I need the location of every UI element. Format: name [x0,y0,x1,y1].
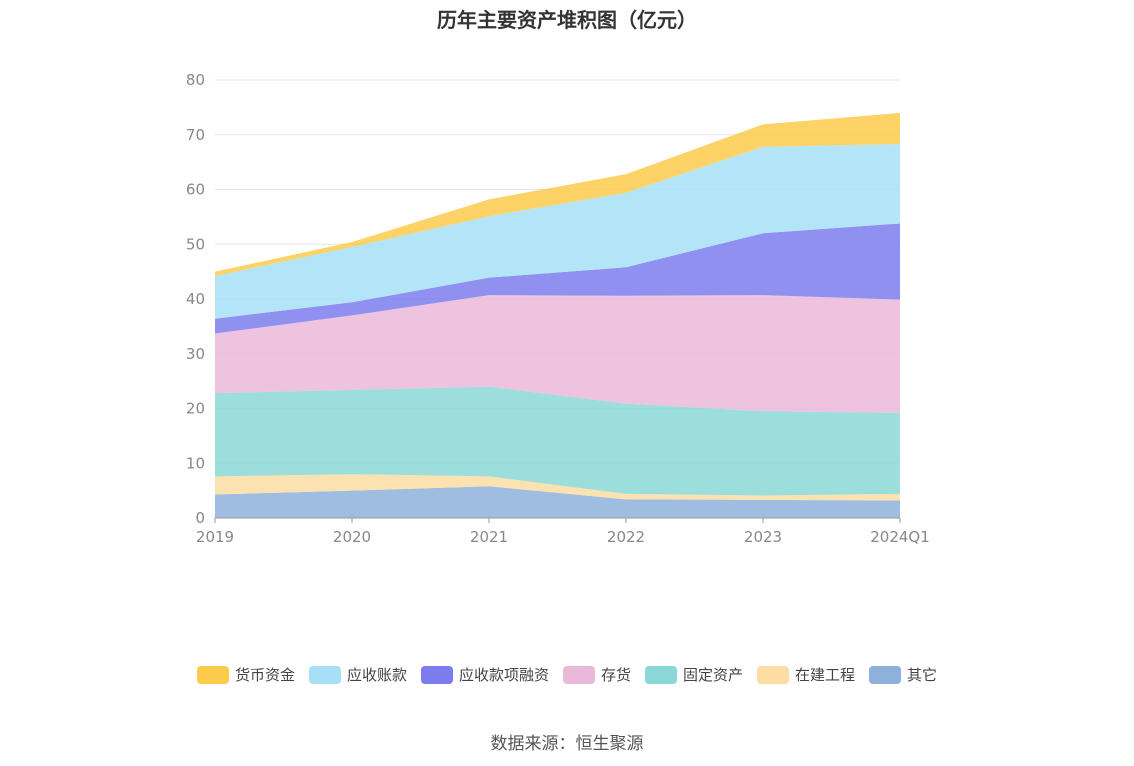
legend-swatch [645,665,677,684]
y-tick-label: 80 [186,71,205,89]
x-tick-label: 2021 [470,528,508,546]
y-tick-label: 30 [186,345,205,363]
area-series [215,386,900,496]
legend-label: 应收账款 [346,666,407,684]
area-series [215,486,900,518]
legend-swatch [757,665,790,684]
chart-title: 历年主要资产堆积图（亿元） [437,8,697,32]
y-tick-label: 20 [186,400,205,418]
area-series [215,474,900,501]
x-tick-label: 2019 [196,528,234,546]
y-tick-label: 70 [186,126,205,144]
legend-swatch [869,665,902,684]
legend-item[interactable]: 应收款项融资 [420,664,549,685]
y-tick-label: 10 [186,454,205,472]
legend-item[interactable]: 在建工程 [757,664,855,685]
y-tick-label: 0 [195,509,205,527]
legend-label: 货币资金 [234,666,295,684]
stacked-area-chart: 0 10 20 30 40 50 60 70 80 2019 2020 2021 2022 2023 202… [186,71,930,546]
legend-label: 固定资产 [683,666,744,684]
legend-swatch [562,665,595,684]
legend-label: 存货 [600,666,631,684]
legend-item[interactable]: 应收账款 [308,664,407,685]
y-tick-label: 40 [186,290,205,308]
area-series [215,223,900,334]
area-series [215,144,900,319]
legend-swatch [196,665,229,684]
legend-swatch [420,665,453,684]
x-tick-label: 2023 [744,528,782,546]
legend-label: 其它 [907,666,938,684]
chart-legend: 货币资金 应收账款 应收款项融资 存货 固定资产 在建工程 其它 [0,664,1134,685]
data-source-note: 数据来源：恒生聚源 [490,734,644,754]
legend-item[interactable]: 固定资产 [645,664,743,685]
legend-swatch [308,665,341,684]
area-series [215,295,900,413]
legend-item[interactable]: 存货 [562,664,631,685]
legend-label: 应收款项融资 [458,666,549,684]
legend-item[interactable]: 货币资金 [196,664,295,685]
legend-label: 在建工程 [795,666,856,684]
x-tick-label: 2022 [607,528,645,546]
x-tick-label: 2024Q1 [870,528,930,546]
area-series [215,112,900,277]
x-tick-label: 2020 [333,528,371,546]
legend-item[interactable]: 其它 [869,664,937,685]
y-tick-label: 60 [186,181,205,199]
y-tick-label: 50 [186,235,205,253]
